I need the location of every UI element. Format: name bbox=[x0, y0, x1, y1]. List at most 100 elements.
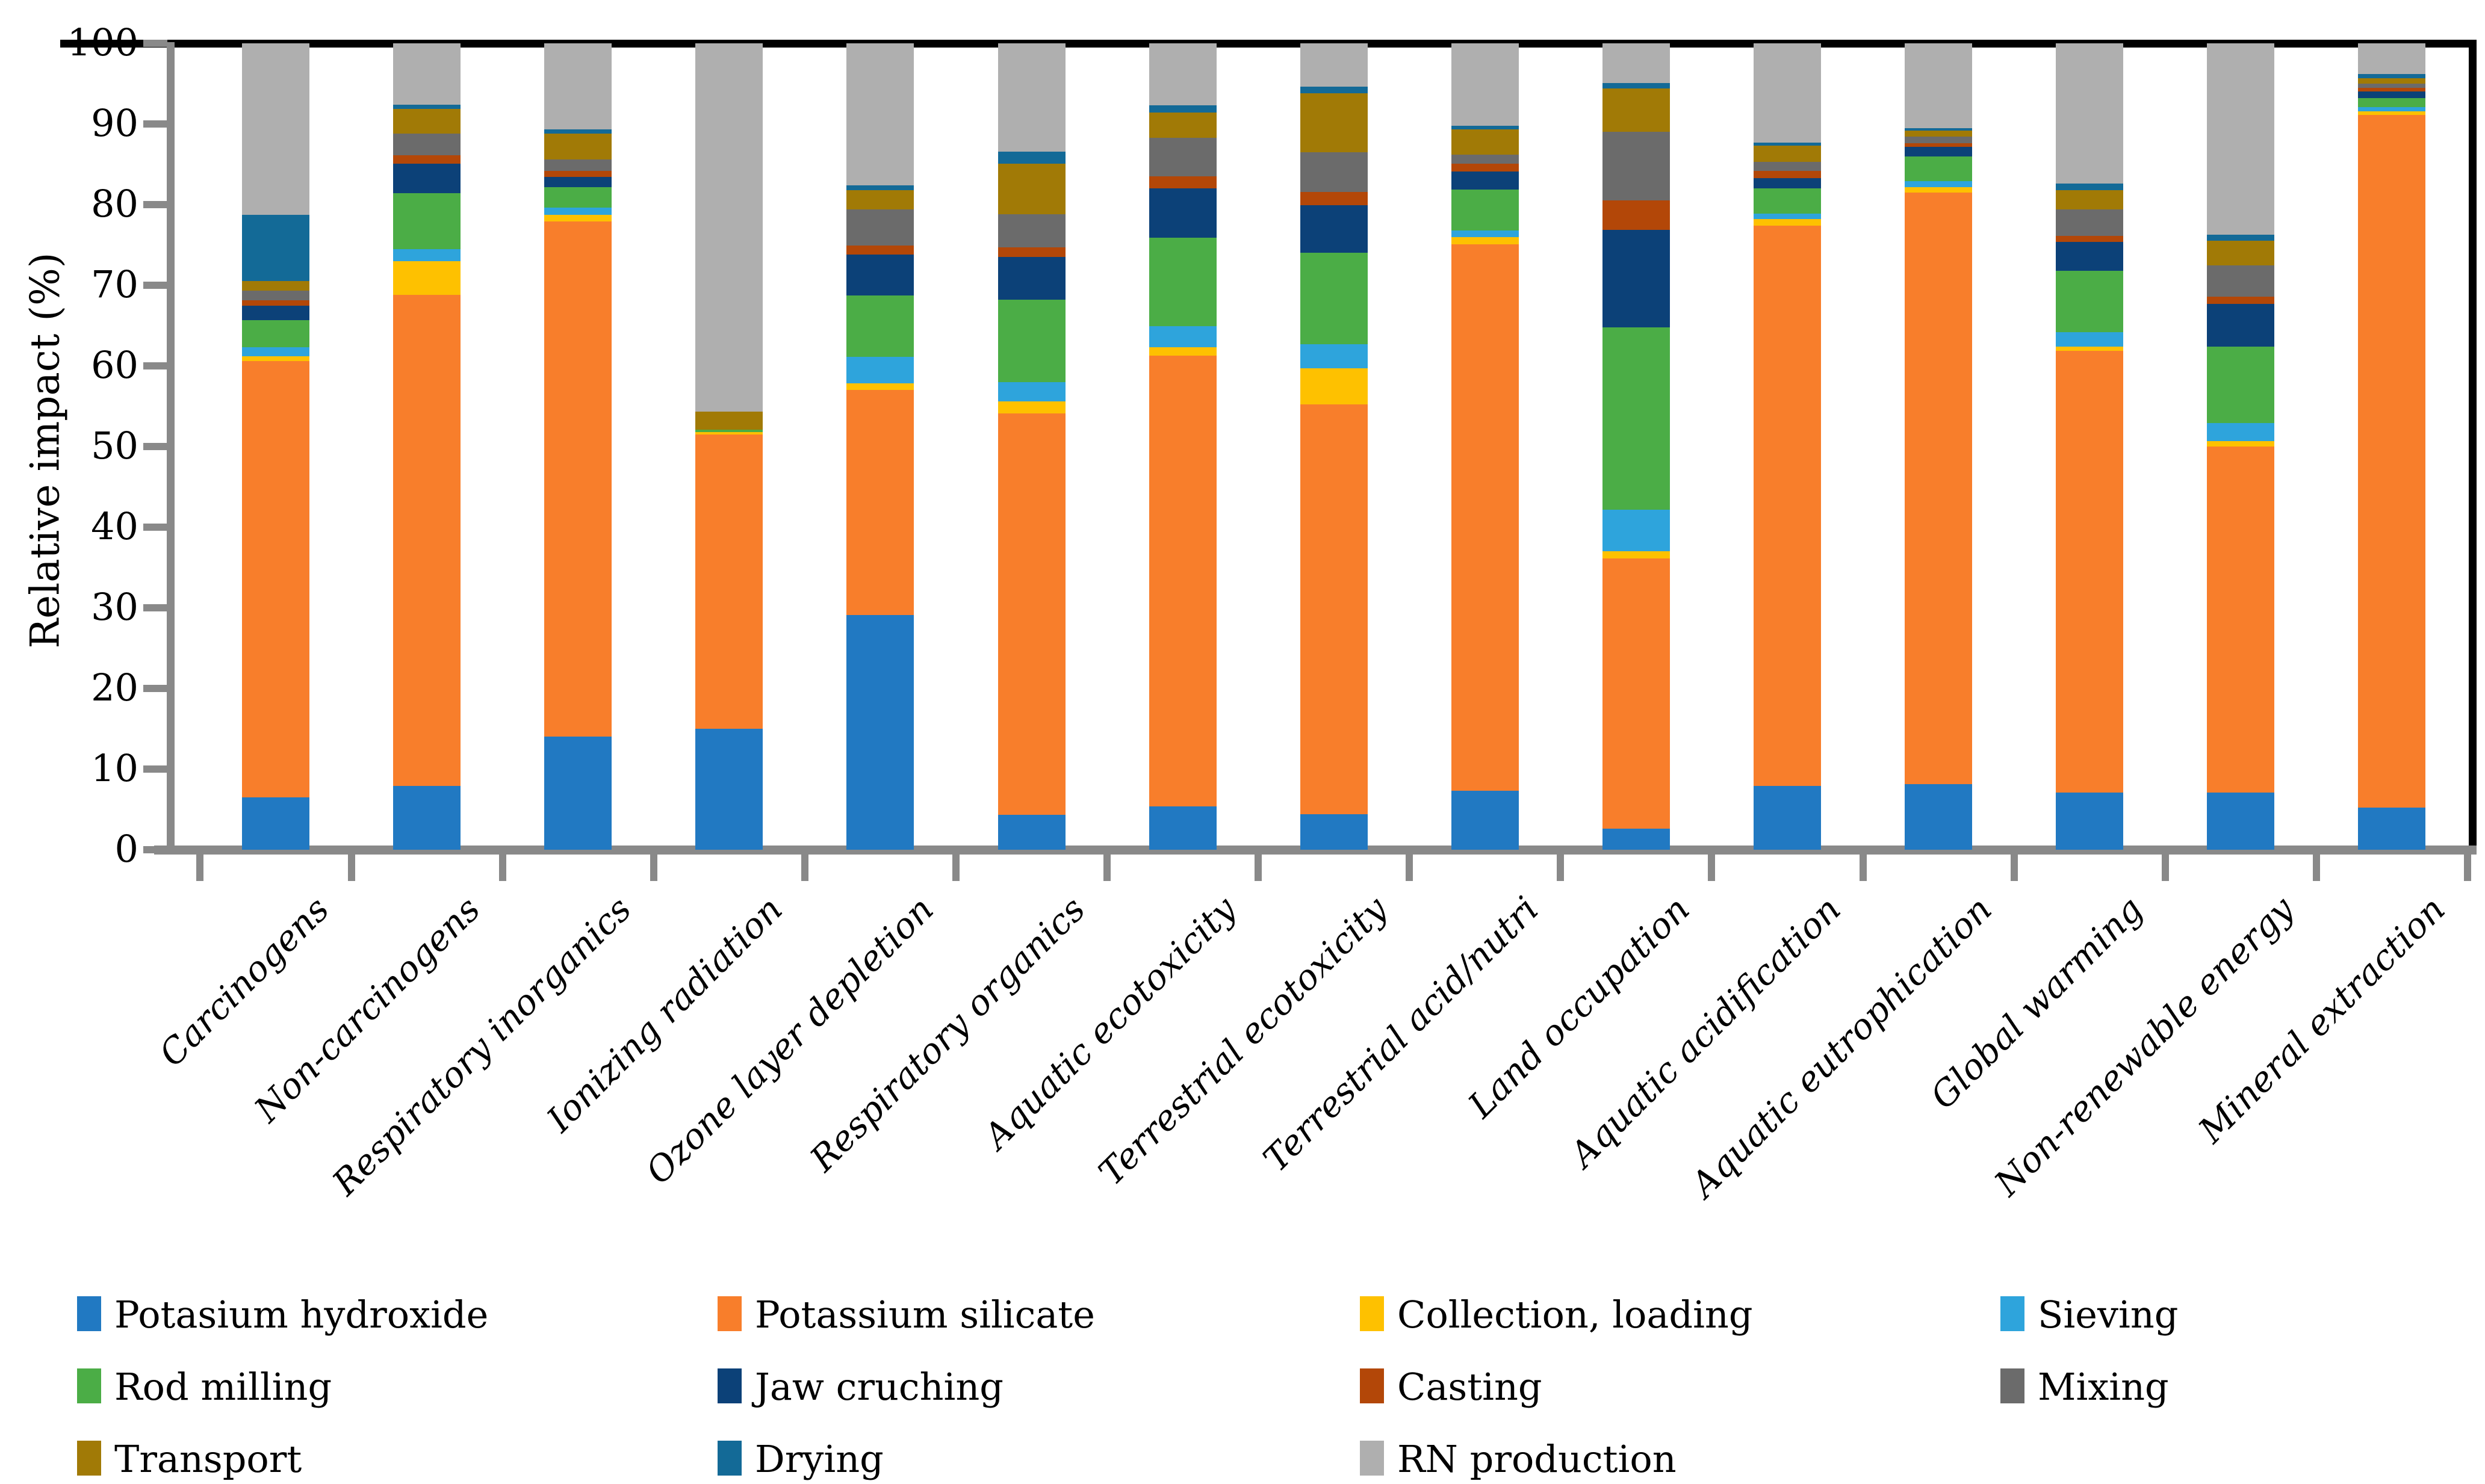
bar-segment bbox=[393, 104, 461, 109]
bar-segment bbox=[544, 170, 612, 178]
bar-segment bbox=[695, 729, 763, 850]
x-axis-tick bbox=[498, 853, 506, 881]
bar-11 bbox=[1905, 43, 1973, 850]
bar-segment bbox=[242, 305, 309, 320]
bar-segment bbox=[846, 383, 914, 391]
bar-segment bbox=[242, 797, 309, 850]
y-axis-tick-label: 20 bbox=[91, 666, 138, 710]
bar-segment bbox=[2207, 346, 2275, 424]
bar-segment bbox=[2207, 792, 2275, 850]
bar-segment bbox=[2358, 84, 2426, 88]
legend-color-swatch bbox=[1360, 1368, 1384, 1403]
bar-segment bbox=[1602, 43, 1670, 83]
bar-segment bbox=[695, 431, 763, 434]
bar-segment bbox=[1300, 93, 1368, 152]
bar-segment bbox=[242, 43, 309, 215]
bar-segment bbox=[2207, 296, 2275, 304]
y-axis-tick bbox=[143, 201, 167, 208]
bar-segment bbox=[1905, 146, 1973, 156]
bar-segment bbox=[846, 246, 914, 255]
bar-segment bbox=[1905, 156, 1973, 182]
bar-segment bbox=[1149, 113, 1217, 138]
x-axis-tick bbox=[650, 853, 657, 881]
bar-segment bbox=[2056, 190, 2124, 210]
bar-segment bbox=[997, 163, 1066, 215]
bar-segment bbox=[1149, 137, 1217, 177]
bar-segment bbox=[1300, 152, 1368, 192]
x-axis-tick bbox=[2312, 853, 2320, 881]
legend-label: Collection, loading bbox=[1397, 1293, 1753, 1337]
y-axis-tick-label: 100 bbox=[67, 20, 138, 64]
bar-segment bbox=[1754, 225, 1821, 787]
x-axis-tick bbox=[2161, 853, 2169, 881]
bar-segment bbox=[1905, 43, 1973, 128]
legend-label: Jaw cruching bbox=[755, 1365, 1004, 1409]
bar-segment bbox=[393, 786, 461, 850]
y-axis-tick-label: 70 bbox=[91, 262, 138, 306]
bar-segment bbox=[846, 255, 914, 296]
bar-segment bbox=[393, 43, 461, 105]
bar-segment bbox=[1602, 88, 1670, 132]
legend-label: Mixing bbox=[2038, 1365, 2169, 1409]
bar-segment bbox=[2358, 91, 2426, 99]
legend-color-swatch bbox=[718, 1296, 742, 1331]
bar-6 bbox=[1149, 43, 1217, 850]
bar-segment bbox=[1905, 137, 1973, 144]
bar-segment bbox=[1149, 188, 1217, 238]
bar-segment bbox=[1300, 205, 1368, 253]
bar-segment bbox=[2056, 236, 2124, 242]
legend-label: Drying bbox=[755, 1437, 884, 1481]
bar-segment bbox=[997, 413, 1066, 815]
bar-segment bbox=[1754, 146, 1821, 162]
bar-segment bbox=[2207, 43, 2275, 235]
bar-segment bbox=[1754, 213, 1821, 220]
legend-color-swatch bbox=[718, 1368, 742, 1403]
bar-segment bbox=[997, 247, 1066, 258]
bar-segment bbox=[997, 401, 1066, 414]
bar-segment bbox=[2358, 87, 2426, 92]
bar-segment bbox=[1754, 219, 1821, 226]
bar-segment bbox=[544, 43, 612, 130]
x-axis-tick bbox=[1708, 853, 1716, 881]
bar-3 bbox=[695, 43, 763, 850]
bar-segment bbox=[2056, 792, 2124, 850]
bar-segment bbox=[1451, 125, 1519, 130]
bar-segment bbox=[846, 190, 914, 210]
x-axis-tick bbox=[2010, 853, 2018, 881]
bar-segment bbox=[1451, 791, 1519, 850]
x-axis-tick bbox=[1406, 853, 1413, 881]
bar-segment bbox=[997, 382, 1066, 401]
bar-segment bbox=[544, 737, 612, 850]
bar-segment bbox=[2358, 111, 2426, 116]
bar-segment bbox=[997, 43, 1066, 152]
bar-segment bbox=[544, 187, 612, 208]
bar-segment bbox=[242, 215, 309, 282]
legend-color-swatch bbox=[77, 1441, 101, 1476]
bar-segment bbox=[2207, 441, 2275, 447]
bar-segment bbox=[997, 151, 1066, 164]
bar-segment bbox=[1602, 558, 1670, 829]
bar-segment bbox=[1905, 784, 1973, 850]
bar-segment bbox=[242, 356, 309, 361]
bar-segment bbox=[1300, 814, 1368, 850]
x-axis-tick bbox=[1859, 853, 1867, 881]
bar-segment bbox=[242, 291, 309, 301]
bar-segment bbox=[393, 295, 461, 787]
y-axis-line bbox=[167, 42, 175, 852]
legend-label: Potasium hydroxide bbox=[114, 1293, 489, 1337]
bar-segment bbox=[1602, 829, 1670, 850]
bar-segment bbox=[695, 434, 763, 729]
bar-segment bbox=[1451, 244, 1519, 791]
bar-segment bbox=[1300, 344, 1368, 369]
bar-14 bbox=[2358, 43, 2426, 850]
x-axis-tick bbox=[196, 853, 204, 881]
bar-12 bbox=[2056, 43, 2124, 850]
bar-segment bbox=[1602, 200, 1670, 230]
y-axis-tick-label: 60 bbox=[91, 343, 138, 387]
x-axis-tick bbox=[2463, 853, 2471, 881]
y-axis-tick bbox=[143, 120, 167, 128]
bar-segment bbox=[846, 185, 914, 190]
bar-segment bbox=[846, 390, 914, 616]
bar-segment bbox=[1300, 191, 1368, 206]
